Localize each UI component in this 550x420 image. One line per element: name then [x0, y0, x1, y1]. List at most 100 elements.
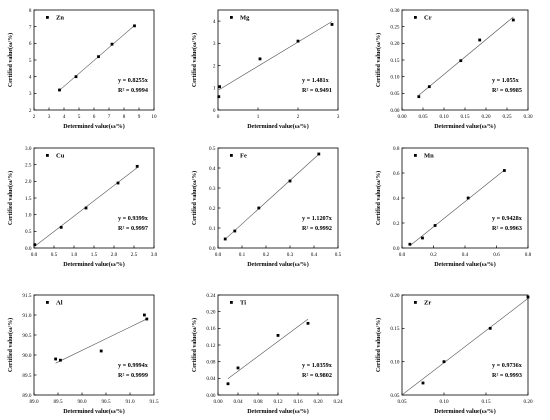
x-tick-label: 0.0	[215, 252, 222, 258]
x-tick-label: 0.5	[51, 252, 58, 258]
fit-r-squared: R² = 0.9491	[302, 87, 332, 94]
y-tick-label: 2	[29, 108, 32, 114]
x-tick-label: 91.0	[125, 399, 134, 405]
data-point	[306, 321, 310, 325]
y-tick-label: 2.5	[25, 162, 32, 168]
x-tick-label: 0.16	[293, 399, 302, 405]
data-point	[330, 23, 334, 26]
data-point	[133, 24, 136, 28]
legend-marker	[230, 301, 233, 304]
y-axis-label: Certified value(ω/%)	[7, 171, 14, 225]
x-tick-label: 0.5	[335, 252, 342, 258]
y-tick-label: 1.0	[25, 212, 32, 218]
data-point	[478, 38, 482, 42]
x-tick-label: 0.30	[523, 114, 532, 120]
data-point	[466, 196, 470, 200]
x-tick-label: 89.0	[29, 399, 38, 405]
y-tick-label: 2	[213, 63, 216, 69]
y-tick-label: 0.24	[206, 293, 215, 299]
data-point	[421, 236, 424, 240]
data-point	[97, 55, 100, 59]
y-tick-label: 7	[29, 24, 32, 30]
legend-element-label: Ti	[240, 300, 246, 307]
x-tick-label: 0.25	[502, 114, 511, 120]
data-point	[59, 225, 63, 229]
legend-marker	[230, 154, 233, 157]
y-tick-label: 0.20	[206, 309, 215, 315]
plot-frame	[33, 9, 155, 111]
data-point	[135, 164, 139, 168]
panel-cu: 0.0 0.5 1.0 1.5 2.0 2.5 3.0 0.0 0.5 1.0 1.5 2.0 2.5 3…	[7, 146, 158, 268]
plot-frame	[401, 147, 529, 249]
y-tick-label: 1	[213, 86, 216, 92]
y-tick-label: 0.20	[390, 41, 399, 47]
legend-element-label: Cu	[56, 153, 65, 160]
legend-marker	[414, 154, 417, 157]
legend-element-label: Mn	[424, 153, 434, 160]
x-tick-label: 0.3	[287, 252, 294, 258]
data-point	[143, 313, 146, 317]
x-tick-label: 2	[33, 114, 36, 120]
x-tick-label: 7	[108, 114, 111, 120]
panel-fe: 0.0 0.1 0.2 0.3 0.4 0.5 0.0 0.1 0.2 0.3 0.4 0.5 Dete…	[191, 146, 342, 268]
x-tick-label: 0.8	[525, 252, 532, 258]
data-point	[233, 229, 237, 233]
y-axis-label: Certified value(ω/%)	[191, 171, 198, 225]
y-axis-label: Certified value(ω/%)	[191, 33, 198, 87]
fit-equation: y = 1.055x	[492, 77, 520, 84]
data-point	[33, 243, 37, 247]
panel-cr: 0.00 0.05 0.10 0.15 0.20 0.25 0.30 0.00 0.05 0.10…	[375, 8, 533, 130]
y-tick-label: 0.20	[390, 293, 399, 299]
y-tick-label: 0.3	[209, 186, 216, 192]
panel-mg: 0 1 2 3 0 1 2 3 4 Determined value(ω/%) Certified …	[191, 9, 340, 130]
fit-r-squared: R² = 0.9963	[492, 225, 522, 232]
x-tick-label: 0.4	[462, 252, 469, 258]
plot-frame	[217, 294, 339, 396]
x-tick-label: 91.5	[149, 399, 158, 405]
plot-frame	[401, 9, 529, 111]
x-axis-label: Determined value(ω/%)	[63, 261, 125, 268]
data-point	[296, 39, 300, 43]
x-tick-label: 5	[78, 114, 81, 120]
plot-frame	[33, 294, 155, 396]
x-tick-label: 0.20	[481, 114, 490, 120]
data-point	[218, 85, 221, 89]
fit-r-squared: R² = 0.9802	[302, 372, 332, 379]
plot-frame	[217, 147, 339, 249]
y-tick-label: 8	[29, 8, 32, 14]
y-tick-label: 0.4	[209, 166, 216, 172]
y-tick-label: 0	[213, 108, 216, 114]
y-tick-label: 0.00	[390, 108, 399, 114]
x-tick-label: 2.5	[131, 252, 138, 258]
x-tick-label: 3	[337, 114, 340, 120]
panel-zr: 0.05 0.10 0.15 0.20 0.05 0.10 0.15 0.20 Determin…	[375, 293, 533, 415]
fit-equation: y = 1.0359x	[302, 362, 333, 369]
x-axis-label: Determined value(ω/%)	[434, 261, 496, 268]
x-tick-label: 0.10	[439, 399, 448, 405]
plot-frame	[217, 9, 339, 111]
y-tick-label: 5	[29, 58, 32, 64]
x-tick-label: 0.05	[418, 114, 427, 120]
data-point	[459, 59, 463, 63]
x-axis-label: Determined value(ω/%)	[247, 261, 309, 268]
legend-element-label: Zn	[56, 15, 64, 22]
y-tick-label: 0.10	[390, 359, 399, 365]
data-point	[502, 169, 506, 172]
y-tick-label: 0.2	[209, 206, 216, 212]
y-tick-label: 0.5	[209, 146, 216, 152]
y-tick-label: 0.08	[206, 359, 215, 365]
x-tick-label: 10	[151, 114, 157, 120]
legend-element-label: Cr	[424, 15, 432, 22]
y-tick-label: 2.0	[25, 179, 32, 185]
x-tick-label: 2.0	[111, 252, 118, 258]
panel-al: 89.0 89.5 90.0 90.5 91.0 91.5 89.0 89.5 90.0 90.5…	[7, 293, 159, 415]
x-tick-label: 0.2	[263, 252, 270, 258]
fit-equation: y = 0.9428x	[492, 215, 523, 222]
data-point	[58, 88, 61, 92]
data-point	[236, 366, 240, 370]
x-tick-label: 0.20	[523, 399, 532, 405]
data-point	[74, 75, 78, 79]
x-tick-label: 1.5	[91, 252, 98, 258]
